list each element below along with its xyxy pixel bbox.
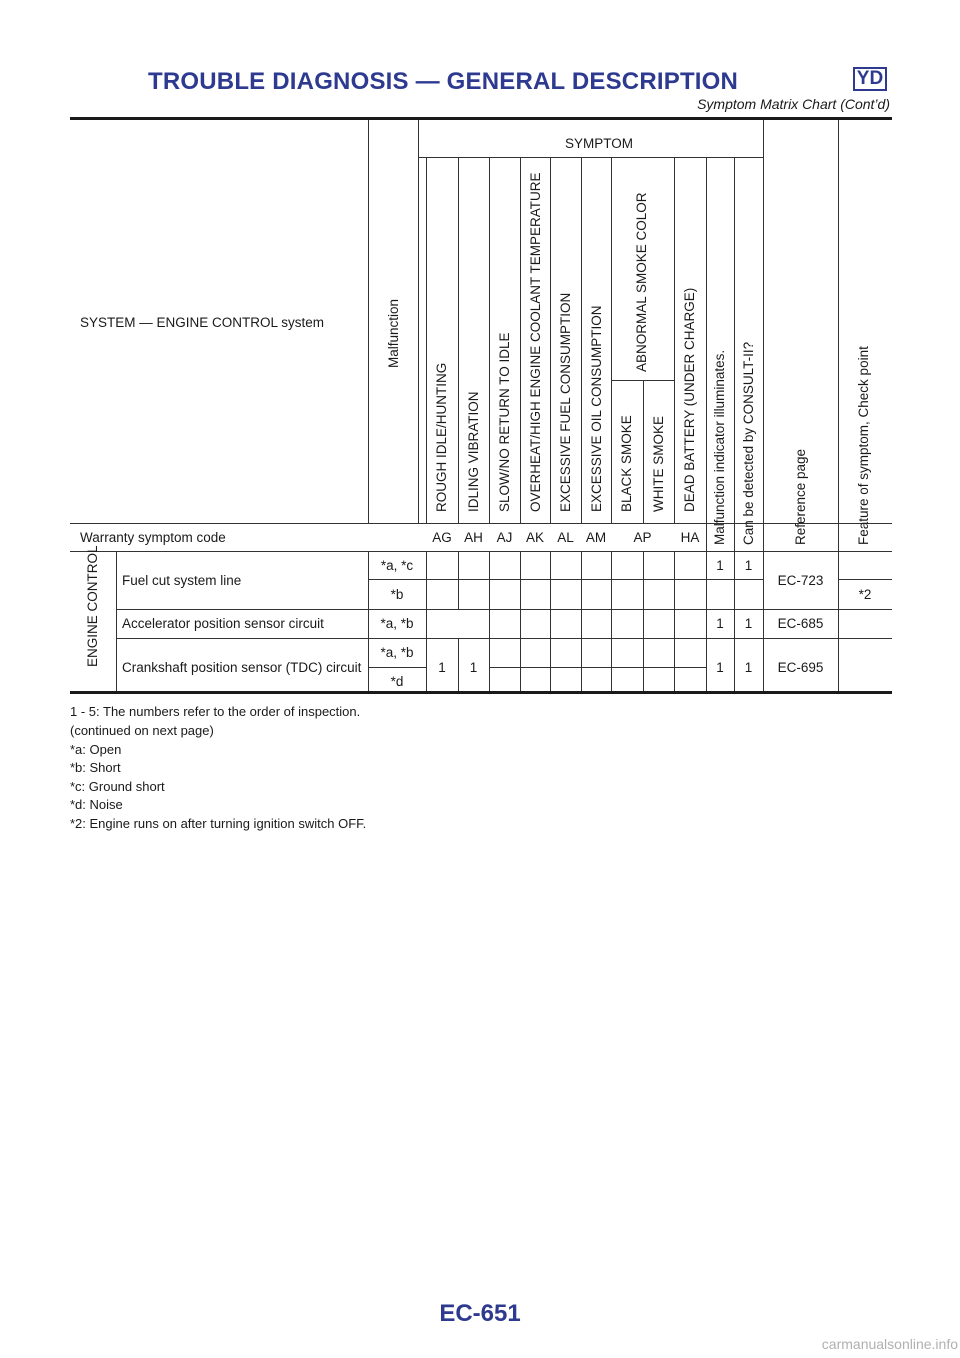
symptom-idling-vibration: IDLING VIBRATION [466,391,481,512]
watermark-link[interactable]: carmanualsonline.info [821,1336,958,1352]
feature-note: *2 [858,587,872,602]
warranty-code: AG [432,530,452,545]
engine-badge: YD [853,67,887,91]
consult-value: 1 [744,660,753,675]
page-number: EC-651 [439,1300,521,1327]
symptom-excessive-fuel: EXCESSIVE FUEL CONSUMPTION [558,292,573,512]
footnote: *b: Short [70,760,121,775]
symptom-slow-return-idle: SLOW/NO RETURN TO IDLE [497,332,512,512]
malfunction-code: *b [390,587,404,602]
malfunction-header: Malfunction [386,298,401,368]
footnote: *2: Engine runs on after turning ignitio… [70,816,367,831]
consult-header: Can be detected by CONSULT-II? [741,341,756,545]
consult-value: 1 [744,558,753,573]
page-subtitle: Symptom Matrix Chart (Cont’d) [697,96,890,112]
bottom-rule [70,691,892,694]
warranty-label: Warranty symptom code [80,530,226,545]
warranty-code: AK [525,530,544,545]
malfunction-code: *a, *c [380,558,414,573]
idling-vibration-value: 1 [469,660,478,675]
warranty-code: AH [464,530,483,545]
warranty-code: AM [585,530,607,545]
reference-page: EC-723 [777,573,824,588]
symptom-white-smoke: WHITE SMOKE [651,415,666,512]
symptom-header: SYMPTOM [565,136,634,151]
symptom-overheat: OVERHEAT/HIGH ENGINE COOLANT TEMPERATURE [528,172,543,512]
footnote: *d: Noise [70,797,123,812]
top-rule [70,117,892,120]
symptom-abnormal-smoke: ABNORMAL SMOKE COLOR [634,192,649,372]
mil-value: 1 [716,558,724,573]
mil-value: 1 [716,616,724,631]
group-engine-control: ENGINE CONTROL [85,545,100,667]
footnote: (continued on next page) [70,723,214,738]
warranty-code: AJ [496,530,513,545]
footnote: *a: Open [70,742,122,757]
system-fuel-cut: Fuel cut system line [122,573,242,588]
reference-header: Reference page [793,448,808,545]
symptom-black-smoke: BLACK SMOKE [619,415,634,512]
symptom-excessive-oil: EXCESSIVE OIL CONSUMPTION [589,305,604,512]
reference-page: EC-685 [777,616,824,631]
malfunction-code: *a, *b [380,616,414,631]
system-crankshaft: Crankshaft position sensor (TDC) circuit [122,660,362,675]
malfunction-code: *d [390,674,404,689]
system-header: SYSTEM — ENGINE CONTROL system [80,315,325,330]
mil-value: 1 [716,660,724,675]
malfunction-code: *a, *b [380,645,414,660]
mil-header: Malfunction indicator illuminates. [712,349,727,545]
footnote: *c: Ground short [70,779,165,794]
rough-idle-value: 1 [438,660,446,675]
warranty-code: AL [557,530,574,545]
warranty-code: AP [633,530,652,545]
system-accelerator: Accelerator position sensor circuit [122,616,324,631]
page-title: TROUBLE DIAGNOSIS — GENERAL DESCRIPTION [148,68,739,95]
symptom-dead-battery: DEAD BATTERY (UNDER CHARGE) [682,287,697,512]
consult-value: 1 [744,616,753,631]
footnote: 1 - 5: The numbers refer to the order of… [70,704,361,719]
warranty-code: HA [680,530,700,545]
reference-page: EC-695 [777,660,824,675]
feature-header: Feature of symptom, Check point [856,346,871,545]
symptom-rough-idle: ROUGH IDLE/HUNTING [434,362,449,512]
